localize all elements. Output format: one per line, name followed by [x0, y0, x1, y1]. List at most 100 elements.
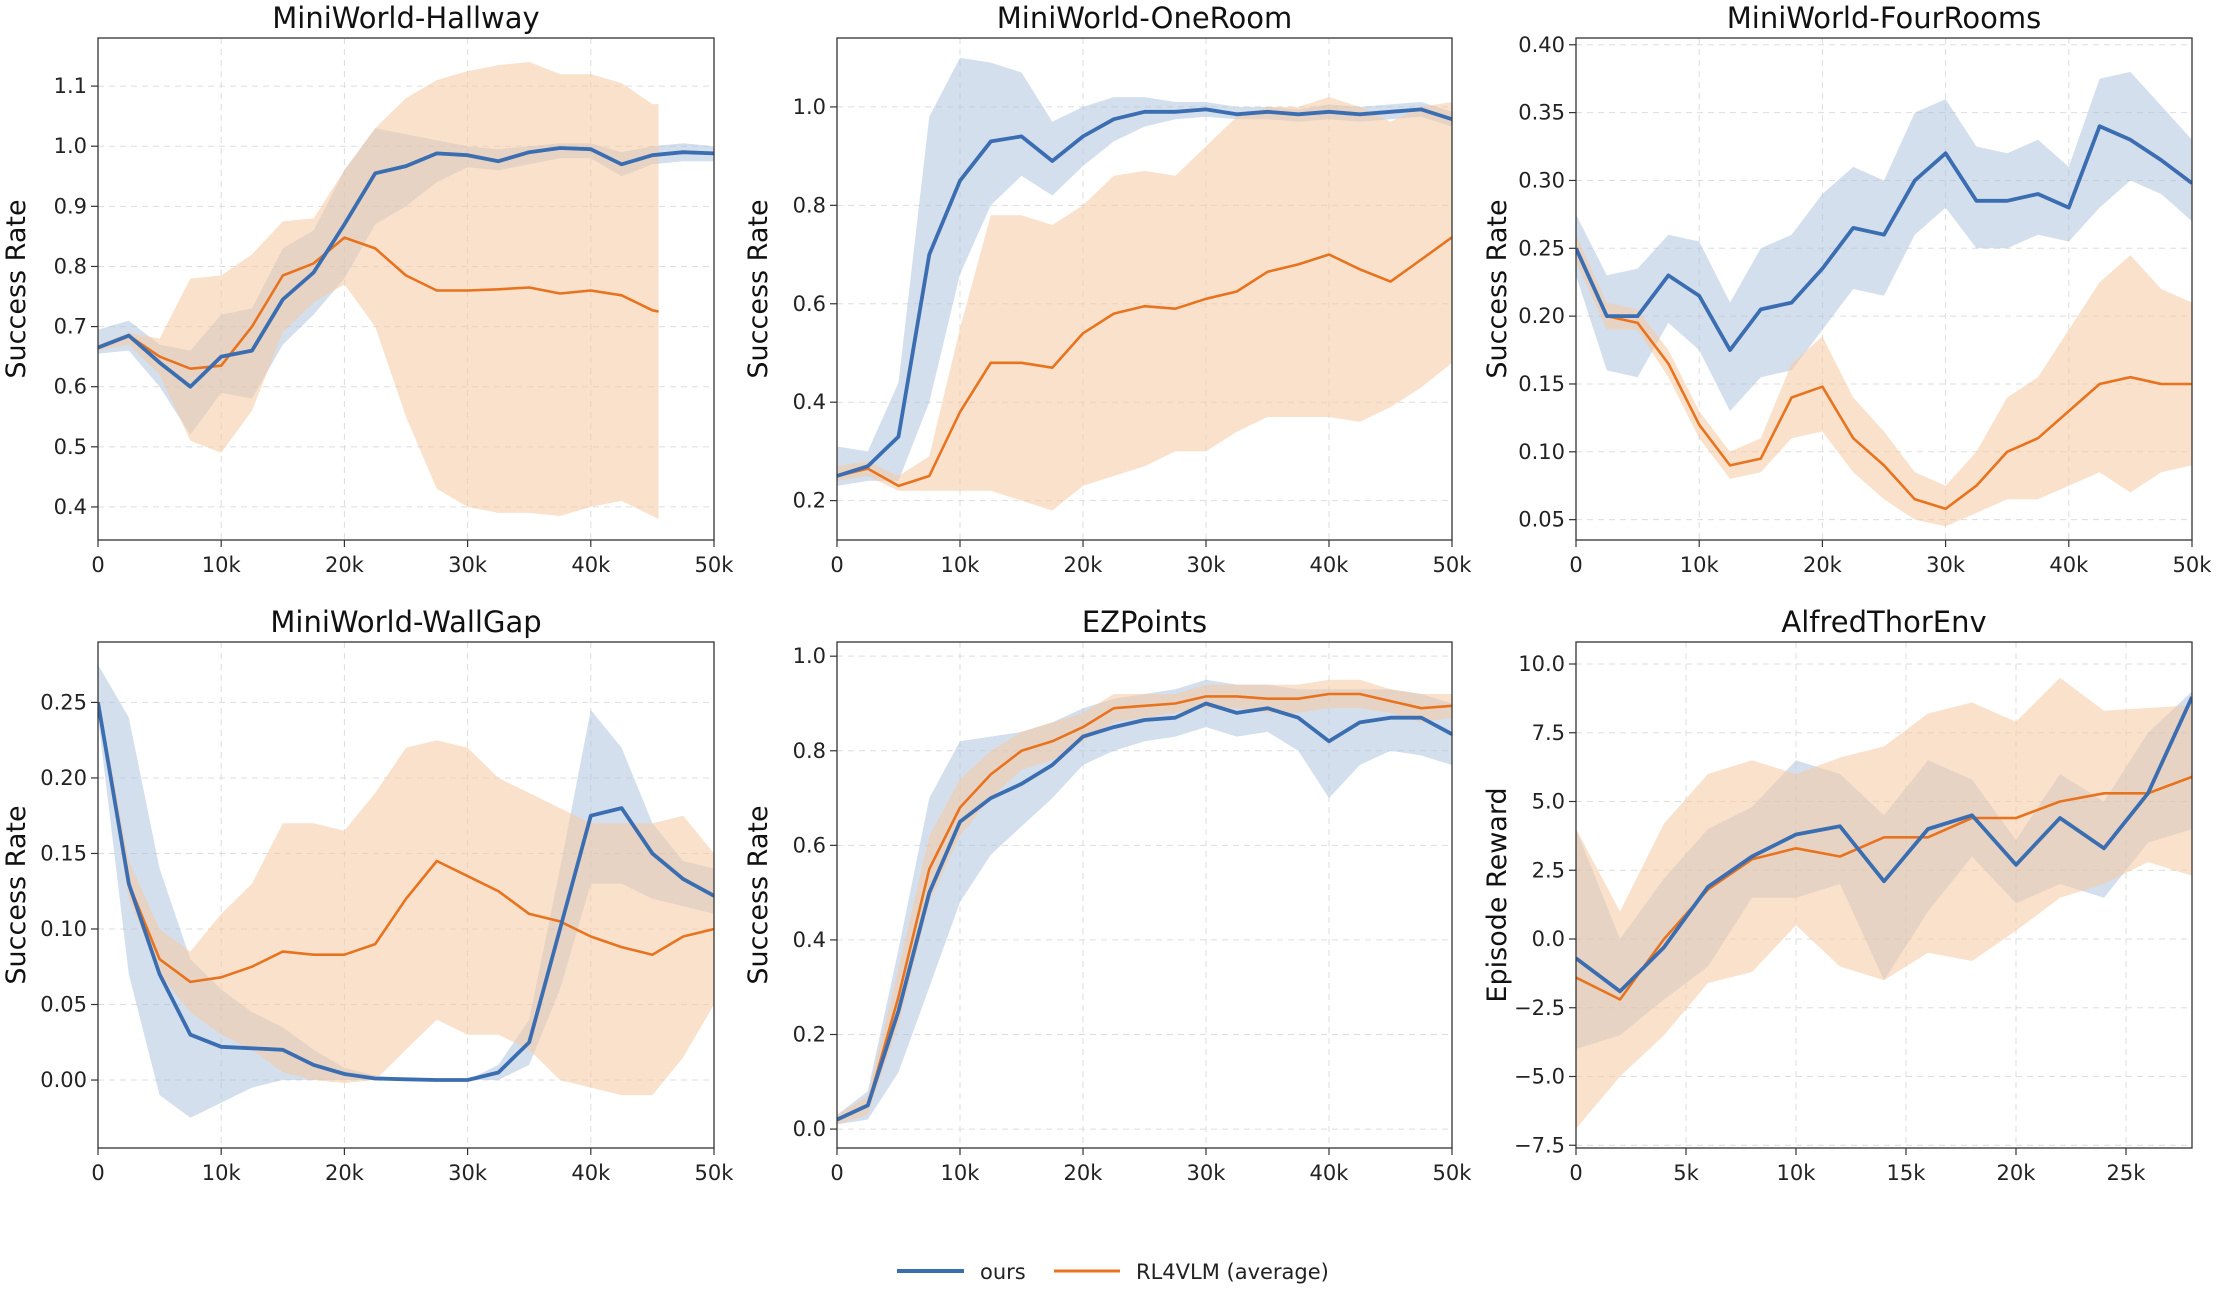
subplot-5: 0 10k 20k 30k 40k 50k 0.0 0.2 0.4 0.6 0.8 1.0 EZPoin…: [743, 605, 1472, 1185]
subplot-4: 0 10k 20k 30k 40k 50k 0.00 0.05 0.10 0.15 0.20 0.25…: [1, 605, 734, 1185]
subplot-3: 0 10k 20k 30k 40k 50k 0.05 0.10 0.15 0.20 0.25 0.30…: [1482, 1, 2212, 577]
axes-frame: [1575, 641, 2193, 1149]
y-tick-label: 0.0: [793, 1117, 826, 1141]
x-tick-label: 0: [830, 1161, 843, 1185]
y-tick-label: 0.6: [54, 375, 87, 399]
series-line-ours: [837, 107, 1452, 478]
axes-frame: [1575, 37, 2193, 541]
plot-area: [837, 679, 1452, 1125]
y-tick-label: 1.0: [793, 644, 826, 668]
plot-area: [98, 62, 714, 519]
axes-frame: [836, 37, 1453, 541]
y-tick-label: −2.5: [1514, 996, 1565, 1020]
subplot-title: AlfredThorEnv: [1781, 605, 1986, 639]
x-tick-label: 30k: [1187, 553, 1227, 577]
y-tick-label: 0.5: [54, 435, 87, 459]
y-tick-label: 0.25: [1518, 236, 1565, 260]
subplot-1: 0 10k 20k 30k 40k 50k 0.4 0.5 0.6 0.7 0.8 0.9 1.0 1.1…: [1, 1, 734, 577]
axes-frame: [97, 641, 715, 1149]
y-axis-label: Success Rate: [743, 199, 774, 378]
y-tick-label: 0.0: [1532, 927, 1565, 951]
y-tick-label: 1.0: [54, 134, 87, 158]
subplot-title: MiniWorld-FourRooms: [1727, 1, 2041, 35]
y-tick-label: 0.8: [54, 254, 87, 278]
x-tick-label: 30k: [448, 553, 488, 577]
y-axis-label: Success Rate: [1, 805, 32, 984]
x-tick-label: 10k: [202, 1161, 242, 1185]
x-tick-label: 50k: [2173, 553, 2213, 577]
x-tick-label: 30k: [1926, 553, 1966, 577]
x-tick-label: 50k: [1433, 1161, 1473, 1185]
y-tick-label: −7.5: [1514, 1133, 1565, 1157]
confidence-band-ours: [837, 57, 1452, 486]
y-tick-label: 10.0: [1518, 652, 1565, 676]
x-tick-label: 15k: [1887, 1161, 1927, 1185]
legend: ours RL4VLM (average): [897, 1260, 1329, 1284]
series-line-rl4vlm: [837, 236, 1452, 488]
series-line-ours: [1576, 696, 2192, 994]
confidence-band-rl4vlm: [98, 694, 714, 1096]
y-tick-label: 0.4: [54, 495, 87, 519]
y-tick-label: 0.05: [1518, 508, 1565, 532]
axes-frame: [836, 641, 1453, 1149]
x-tick-label: 50k: [1433, 553, 1473, 577]
y-tick-label: 1.0: [793, 95, 826, 119]
subplot-title: MiniWorld-WallGap: [270, 605, 541, 639]
y-tick-label: 1.1: [54, 74, 87, 98]
y-tick-label: 0.10: [40, 917, 87, 941]
y-tick-label: 0.9: [54, 194, 87, 218]
x-tick-label: 10k: [941, 553, 981, 577]
y-tick-label: 0.8: [793, 739, 826, 763]
subplot-title: MiniWorld-OneRoom: [997, 1, 1293, 35]
y-tick-label: 0.4: [793, 390, 826, 414]
confidence-band-ours: [98, 664, 714, 1118]
y-tick-label: 0.6: [793, 833, 826, 857]
series-line-rl4vlm: [1576, 247, 2192, 511]
plot-area: [98, 664, 714, 1118]
x-tick-label: 50k: [695, 553, 735, 577]
confidence-band-rl4vlm: [1576, 677, 2192, 1129]
y-tick-label: 0.15: [40, 841, 87, 865]
plot-area: [1576, 677, 2192, 1129]
subplot-2: 0 10k 20k 30k 40k 50k 0.2 0.4 0.6 0.8 1.0 MiniWorld…: [743, 1, 1472, 577]
confidence-band-rl4vlm: [837, 679, 1452, 1125]
y-tick-label: 0.2: [793, 1023, 826, 1047]
y-tick-label: 0.15: [1518, 372, 1565, 396]
x-tick-label: 20k: [1803, 553, 1843, 577]
x-tick-label: 40k: [571, 553, 611, 577]
y-tick-label: 0.7: [54, 315, 87, 339]
y-tick-label: 0.20: [40, 766, 87, 790]
series-line-ours: [1576, 124, 2192, 352]
x-tick-label: 0: [91, 553, 104, 577]
plot-area: [1576, 71, 2192, 527]
confidence-band-rl4vlm: [98, 62, 659, 519]
subplot-title: MiniWorld-Hallway: [272, 1, 539, 35]
x-tick-label: 20k: [1997, 1161, 2037, 1185]
x-tick-label: 30k: [1187, 1161, 1227, 1185]
x-tick-label: 10k: [941, 1161, 981, 1185]
y-tick-label: 7.5: [1532, 721, 1565, 745]
series-line-ours: [837, 701, 1452, 1122]
x-tick-label: 30k: [448, 1161, 488, 1185]
x-tick-label: 40k: [1310, 553, 1350, 577]
y-tick-label: 0.40: [1518, 33, 1565, 57]
series-line-rl4vlm: [98, 236, 659, 370]
y-tick-label: 0.20: [1518, 304, 1565, 328]
confidence-band-rl4vlm: [1576, 234, 2192, 527]
x-tick-label: 0: [91, 1161, 104, 1185]
x-tick-label: 0: [1569, 553, 1582, 577]
y-tick-label: 0.4: [793, 928, 826, 952]
subplot-6: 0 5k 10k 15k 20k 25k −7.5 −5.0 −2.5 0.0 2.5 5.0 7.5 1…: [1482, 605, 2193, 1185]
legend-label-ours: ours: [980, 1260, 1026, 1284]
y-tick-label: 2.5: [1532, 858, 1565, 882]
y-tick-label: 0.05: [40, 993, 87, 1017]
y-tick-label: 0.35: [1518, 101, 1565, 125]
x-tick-label: 0: [1569, 1161, 1582, 1185]
series-line-rl4vlm: [98, 702, 714, 984]
x-tick-label: 10k: [1680, 553, 1720, 577]
y-axis-label: Success Rate: [1, 199, 32, 378]
confidence-band-rl4vlm: [837, 97, 1452, 511]
plot-area: [837, 57, 1452, 511]
x-tick-label: 0: [830, 553, 843, 577]
